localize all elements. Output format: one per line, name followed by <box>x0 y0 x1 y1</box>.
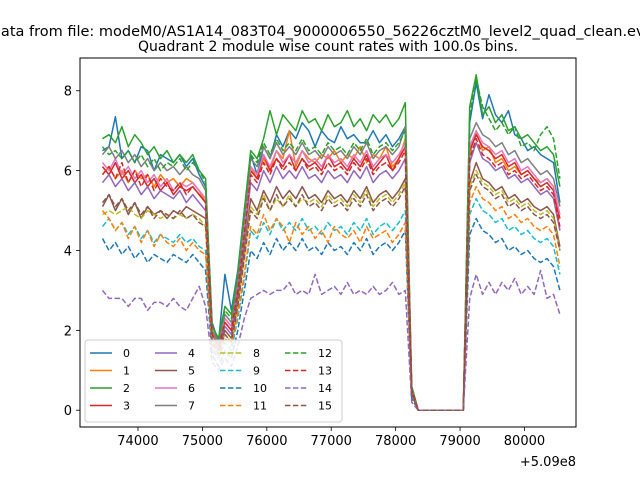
series-line-14 <box>101 269 561 411</box>
legend-label-6: 6 <box>188 382 195 395</box>
y-tick-label: 0 <box>64 404 72 419</box>
y-tick-label: 2 <box>64 324 72 339</box>
legend-label-11: 11 <box>253 400 267 413</box>
x-tick-label: 74000 <box>117 434 158 449</box>
legend-label-7: 7 <box>188 400 195 413</box>
series-lines <box>101 74 561 411</box>
axis-ticks: 74000 75000 76000 77000 78000 79000 80000 0 2 4 6 8 <box>64 85 545 449</box>
series-line-1 <box>101 129 561 411</box>
legend-box <box>84 339 343 423</box>
legend-label-3: 3 <box>123 400 130 413</box>
series-line-4 <box>101 141 561 411</box>
chart-title: Quadrant 2 module wise count rates with … <box>138 39 518 55</box>
legend-label-1: 1 <box>123 365 130 378</box>
series-line-3 <box>101 133 561 411</box>
legend-label-4: 4 <box>188 347 195 360</box>
series-line-12 <box>101 78 561 411</box>
x-tick-label: 75000 <box>182 434 223 449</box>
series-line-11 <box>101 185 561 411</box>
y-tick-label: 4 <box>64 244 72 259</box>
legend-label-13: 13 <box>318 365 332 378</box>
series-line-9 <box>101 197 561 411</box>
legend-label-0: 0 <box>123 347 130 360</box>
figure-title: Data from file: modeM0/AS1A14_083T04_900… <box>0 24 640 40</box>
series-line-15 <box>101 173 561 411</box>
legend-label-14: 14 <box>318 382 332 395</box>
x-tick-label: 76000 <box>246 434 287 449</box>
x-tick-label: 80000 <box>504 434 545 449</box>
legend-label-10: 10 <box>253 382 267 395</box>
legend-label-2: 2 <box>123 382 130 395</box>
y-tick-label: 6 <box>64 165 72 180</box>
series-line-5 <box>101 161 561 411</box>
plot-frame <box>79 57 577 428</box>
series-line-8 <box>102 169 561 411</box>
series-line-13 <box>101 137 561 411</box>
y-tick-label: 8 <box>64 85 72 100</box>
series-line-7 <box>101 121 561 411</box>
series-line-2 <box>102 74 561 411</box>
series-line-10 <box>101 217 561 411</box>
x-tick-label: 79000 <box>439 434 480 449</box>
legend-label-5: 5 <box>188 365 195 378</box>
x-tick-label: 77000 <box>311 434 352 449</box>
series-line-6 <box>101 129 561 411</box>
legend-label-15: 15 <box>318 400 332 413</box>
x-tick-label: 78000 <box>375 434 416 449</box>
legend-label-8: 8 <box>253 347 260 360</box>
legend-label-9: 9 <box>253 365 260 378</box>
x-offset-label: +5.09e8 <box>520 455 576 470</box>
legend-label-12: 12 <box>318 347 332 360</box>
